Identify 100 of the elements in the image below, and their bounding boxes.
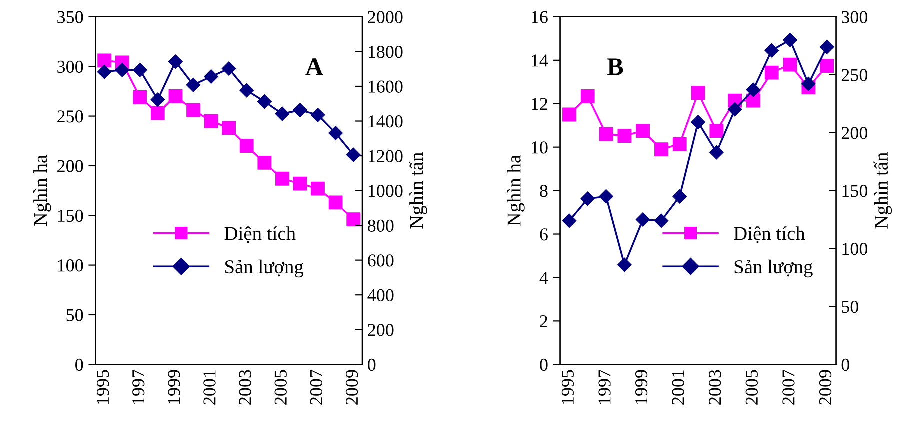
point bbox=[133, 90, 148, 104]
annotation: A bbox=[306, 58, 324, 76]
y-tick-label: 350 bbox=[58, 11, 84, 24]
point bbox=[97, 64, 112, 80]
y2-tick-label: 200 bbox=[842, 127, 868, 140]
x-tick-label: 2007 bbox=[310, 370, 323, 405]
y-tick-label: 300 bbox=[58, 60, 84, 74]
point bbox=[311, 182, 325, 196]
point bbox=[783, 58, 798, 72]
x-tick-label: 2005 bbox=[274, 370, 287, 405]
point bbox=[240, 83, 254, 98]
y-tick-label: 50 bbox=[66, 309, 84, 322]
point bbox=[150, 92, 166, 107]
point bbox=[115, 63, 130, 78]
y-tick-label: 6 bbox=[540, 228, 548, 241]
y2-tick-label: 300 bbox=[842, 11, 868, 24]
x-tick-label: 1999 bbox=[168, 370, 180, 404]
point bbox=[691, 115, 706, 130]
point bbox=[258, 94, 272, 109]
point bbox=[293, 103, 308, 118]
y2-tick-label: 0 bbox=[842, 358, 850, 372]
point bbox=[204, 114, 218, 128]
point bbox=[618, 258, 632, 272]
point bbox=[636, 124, 650, 138]
y2-tick-label: 1600 bbox=[368, 80, 403, 93]
y2-tick-label: 200 bbox=[368, 324, 394, 336]
legend-label: Sản lượng bbox=[226, 260, 304, 278]
point bbox=[346, 212, 361, 227]
y2-tick-label: 1400 bbox=[368, 116, 403, 128]
point bbox=[275, 172, 290, 186]
legend-label: Diện tích bbox=[224, 226, 296, 244]
y-tick-label: 150 bbox=[58, 210, 84, 222]
y2-tick-label: 1800 bbox=[368, 46, 403, 58]
x-tick-label: 1997 bbox=[598, 370, 611, 404]
point bbox=[562, 108, 576, 122]
point bbox=[222, 62, 236, 76]
y-tick-label: 250 bbox=[58, 110, 84, 123]
y2-axis-title: Nghìn tấn bbox=[874, 152, 892, 229]
point bbox=[562, 214, 577, 228]
point bbox=[764, 66, 779, 80]
y-tick-label: 0 bbox=[540, 358, 548, 372]
annotation: B bbox=[608, 58, 624, 76]
point bbox=[728, 102, 742, 117]
point bbox=[672, 137, 687, 152]
point bbox=[672, 190, 687, 204]
y2-tick-label: 800 bbox=[368, 220, 394, 232]
x-tick-label: 1995 bbox=[562, 370, 574, 404]
y-tick-label: 200 bbox=[58, 160, 84, 172]
y2-tick-label: 100 bbox=[842, 243, 868, 256]
point bbox=[580, 90, 595, 104]
y2-axis-title: Nghìn tấn bbox=[409, 152, 428, 229]
y-tick-label: 10 bbox=[532, 142, 548, 154]
legend-label: Sản lượng bbox=[734, 260, 813, 278]
point bbox=[802, 77, 816, 92]
point bbox=[98, 54, 112, 68]
point bbox=[618, 129, 632, 143]
point bbox=[328, 126, 343, 140]
point bbox=[783, 33, 798, 48]
point bbox=[310, 108, 326, 122]
y-axis-title: Nghìn ha bbox=[34, 155, 52, 226]
x-tick-label: 2001 bbox=[672, 370, 684, 405]
point bbox=[275, 106, 290, 122]
point bbox=[150, 106, 165, 120]
point bbox=[293, 176, 308, 191]
y-tick-label: 12 bbox=[532, 98, 548, 110]
point bbox=[258, 156, 272, 170]
y-tick-label: 2 bbox=[540, 315, 548, 328]
y2-tick-label: 0 bbox=[368, 358, 376, 372]
y2-tick-label: 250 bbox=[842, 69, 868, 82]
point bbox=[636, 212, 650, 227]
y-tick-label: 16 bbox=[532, 11, 548, 24]
point bbox=[204, 70, 218, 84]
point bbox=[240, 139, 254, 154]
point bbox=[133, 63, 148, 78]
point bbox=[710, 124, 724, 138]
y-tick-label: 0 bbox=[76, 358, 84, 372]
y2-tick-label: 400 bbox=[368, 289, 394, 302]
x-tick-label: 1995 bbox=[96, 370, 110, 404]
x-tick-label: 2003 bbox=[239, 370, 252, 405]
point bbox=[346, 148, 361, 162]
x-tick-label: 1997 bbox=[132, 370, 145, 404]
point bbox=[580, 192, 595, 206]
point bbox=[328, 196, 343, 210]
point bbox=[222, 121, 236, 136]
x-tick-label: 2009 bbox=[346, 370, 358, 405]
point bbox=[599, 127, 614, 142]
point bbox=[168, 89, 183, 104]
x-tick-label: 2001 bbox=[204, 370, 216, 405]
point bbox=[691, 86, 706, 100]
legend-label: Diện tích bbox=[734, 226, 806, 244]
y2-tick-label: 50 bbox=[842, 300, 859, 314]
point bbox=[599, 190, 614, 204]
y-tick-label: 100 bbox=[58, 260, 84, 272]
x-tick-label: 2005 bbox=[746, 370, 758, 405]
y2-tick-label: 1200 bbox=[368, 150, 403, 162]
x-tick-label: 2009 bbox=[819, 370, 832, 405]
point bbox=[820, 59, 834, 74]
point bbox=[820, 40, 834, 54]
point bbox=[746, 94, 760, 108]
x-tick-label: 1999 bbox=[635, 370, 648, 404]
